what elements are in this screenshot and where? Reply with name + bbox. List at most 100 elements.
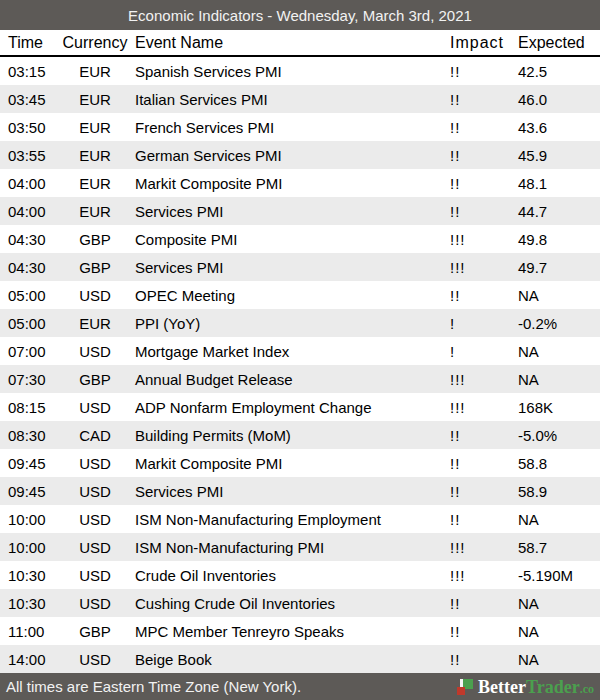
cell-currency: USD (60, 539, 130, 556)
cell-currency: USD (60, 287, 130, 304)
cell-time: 04:00 (0, 175, 60, 192)
cell-impact: !! (450, 651, 518, 668)
table-row: 04:00 EUR Services PMI !! 44.7 (0, 197, 600, 225)
cell-time: 09:45 (0, 483, 60, 500)
cell-impact: ! (450, 343, 518, 360)
cell-currency: EUR (60, 147, 130, 164)
table-row: 07:00 USD Mortgage Market Index ! NA (0, 337, 600, 365)
cell-currency: USD (60, 483, 130, 500)
column-header-event: Event Name (130, 34, 450, 52)
cell-event-name: Services PMI (130, 483, 450, 500)
cell-expected: -5.190M (518, 567, 600, 584)
cell-time: 10:00 (0, 511, 60, 528)
cell-impact: !! (450, 595, 518, 612)
cell-expected: 48.1 (518, 175, 600, 192)
cell-expected: NA (518, 623, 600, 640)
cell-time: 03:55 (0, 147, 60, 164)
table-row: 10:00 USD ISM Non-Manufacturing Employme… (0, 505, 600, 533)
cell-impact: !!! (450, 259, 518, 276)
cell-impact: !! (450, 63, 518, 80)
cell-time: 03:50 (0, 119, 60, 136)
cell-impact: !!! (450, 539, 518, 556)
cell-expected: NA (518, 511, 600, 528)
cell-event-name: PPI (YoY) (130, 315, 450, 332)
table-row: 03:45 EUR Italian Services PMI !! 46.0 (0, 85, 600, 113)
cell-expected: 42.5 (518, 63, 600, 80)
cell-time: 14:00 (0, 651, 60, 668)
cell-impact: !! (450, 455, 518, 472)
cell-event-name: Spanish Services PMI (130, 63, 450, 80)
cell-impact: !! (450, 623, 518, 640)
cell-event-name: German Services PMI (130, 147, 450, 164)
table-row: 03:55 EUR German Services PMI !! 45.9 (0, 141, 600, 169)
cell-expected: -5.0% (518, 427, 600, 444)
table-body: 03:15 EUR Spanish Services PMI !! 42.5 0… (0, 57, 600, 673)
cell-time: 04:30 (0, 259, 60, 276)
cell-impact: !! (450, 119, 518, 136)
cell-event-name: MPC Member Tenreyro Speaks (130, 623, 450, 640)
cell-currency: CAD (60, 427, 130, 444)
cell-expected: 58.8 (518, 455, 600, 472)
cell-event-name: Italian Services PMI (130, 91, 450, 108)
table-row: 05:00 EUR PPI (YoY) ! -0.2% (0, 309, 600, 337)
cell-currency: USD (60, 399, 130, 416)
cell-currency: USD (60, 343, 130, 360)
cell-expected: 58.7 (518, 539, 600, 556)
cell-event-name: Crude Oil Inventories (130, 567, 450, 584)
cell-time: 03:45 (0, 91, 60, 108)
cell-currency: EUR (60, 203, 130, 220)
cell-currency: GBP (60, 371, 130, 388)
cell-impact: !!! (450, 399, 518, 416)
table-row: 10:30 USD Crude Oil Inventories !!! -5.1… (0, 561, 600, 589)
cell-impact: !!! (450, 371, 518, 388)
cell-currency: GBP (60, 623, 130, 640)
table-row: 04:00 EUR Markit Composite PMI !! 48.1 (0, 169, 600, 197)
cell-event-name: Services PMI (130, 203, 450, 220)
cell-expected: -0.2% (518, 315, 600, 332)
cell-time: 08:30 (0, 427, 60, 444)
cell-expected: NA (518, 651, 600, 668)
cell-impact: !! (450, 203, 518, 220)
cell-currency: USD (60, 455, 130, 472)
table-row: 04:30 GBP Composite PMI !!! 49.8 (0, 225, 600, 253)
cell-expected: 44.7 (518, 203, 600, 220)
cell-impact: ! (450, 315, 518, 332)
table-row: 14:00 USD Beige Book !! NA (0, 645, 600, 673)
cell-currency: EUR (60, 119, 130, 136)
table-row: 11:00 GBP MPC Member Tenreyro Speaks !! … (0, 617, 600, 645)
table-row: 05:00 USD OPEC Meeting !! NA (0, 281, 600, 309)
cell-expected: 58.9 (518, 483, 600, 500)
cell-currency: EUR (60, 91, 130, 108)
table-header-row: Time Currency Event Name Impact Expected (0, 30, 600, 57)
cell-expected: 49.8 (518, 231, 600, 248)
table-row: 04:30 GBP Services PMI !!! 49.7 (0, 253, 600, 281)
column-header-currency: Currency (60, 34, 130, 52)
cell-expected: NA (518, 287, 600, 304)
page-title: Economic Indicators - Wednesday, March 3… (128, 7, 472, 24)
cell-expected: 46.0 (518, 91, 600, 108)
cell-time: 11:00 (0, 623, 60, 640)
cell-expected: 168K (518, 399, 600, 416)
cell-event-name: Annual Budget Release (130, 371, 450, 388)
bettertrader-brand[interactable]: BetterTrader.co (457, 678, 594, 696)
cell-event-name: Mortgage Market Index (130, 343, 450, 360)
cell-event-name: Building Permits (MoM) (130, 427, 450, 444)
cell-event-name: Services PMI (130, 259, 450, 276)
cell-time: 05:00 (0, 315, 60, 332)
cell-expected: 49.7 (518, 259, 600, 276)
cell-event-name: ADP Nonfarm Employment Change (130, 399, 450, 416)
cell-expected: 43.6 (518, 119, 600, 136)
title-bar: Economic Indicators - Wednesday, March 3… (0, 0, 600, 30)
cell-event-name: Cushing Crude Oil Inventories (130, 595, 450, 612)
cell-impact: !! (450, 427, 518, 444)
cell-time: 09:45 (0, 455, 60, 472)
table-row: 10:30 USD Cushing Crude Oil Inventories … (0, 589, 600, 617)
cell-event-name: ISM Non-Manufacturing Employment (130, 511, 450, 528)
cell-impact: !! (450, 175, 518, 192)
cell-currency: EUR (60, 315, 130, 332)
cell-impact: !! (450, 91, 518, 108)
cell-event-name: Composite PMI (130, 231, 450, 248)
cell-expected: 45.9 (518, 147, 600, 164)
column-header-expected: Expected (518, 34, 600, 52)
cell-time: 07:00 (0, 343, 60, 360)
